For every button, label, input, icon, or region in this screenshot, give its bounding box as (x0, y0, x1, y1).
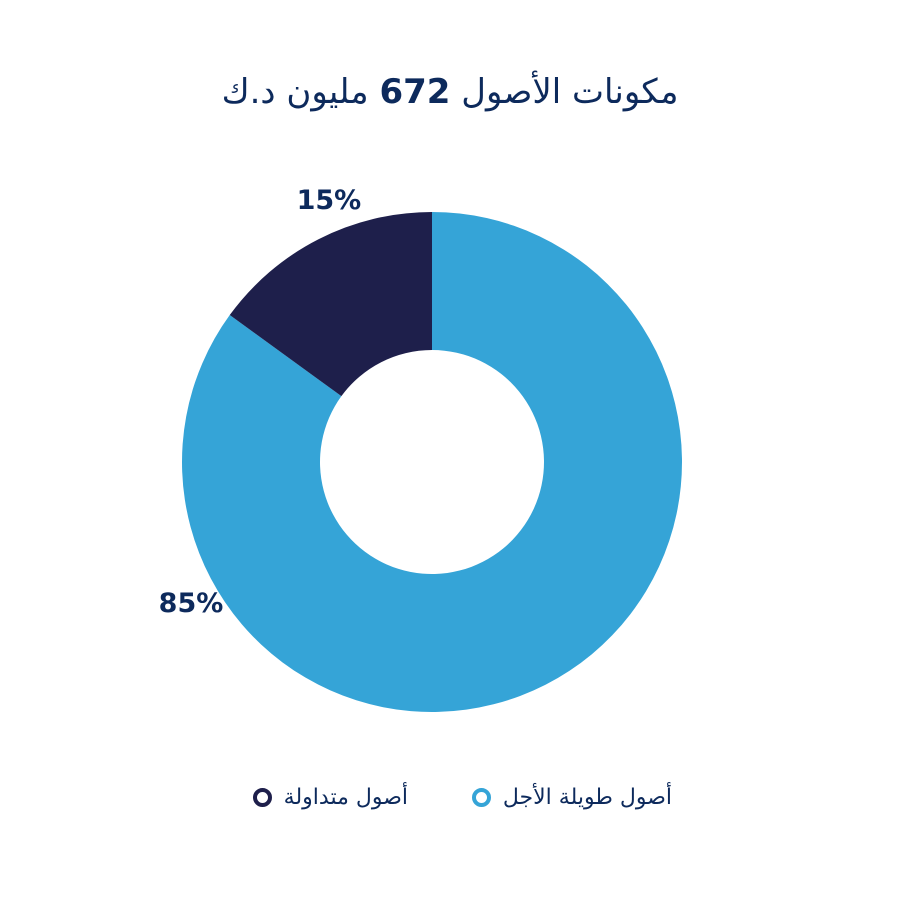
title-value: 672 (379, 72, 451, 112)
chart-title: مكونات الأصول 672 مليون د.ك (0, 72, 900, 112)
title-prefix: مكونات الأصول (461, 72, 679, 112)
slice-labels: 85% 15% (159, 185, 362, 619)
label-current: 15% (297, 185, 362, 216)
title-suffix: مليون د.ك (221, 72, 369, 112)
legend-item-long-term: أصول طويلة الأجل (471, 785, 672, 810)
legend: أصول طويلة الأجل أصول متداولة (0, 785, 900, 817)
legend-marker-current (252, 788, 272, 807)
legend-label-long-term: أصول طويلة الأجل (502, 785, 672, 810)
slice-long-term (181, 212, 682, 712)
donut-slices (181, 212, 682, 712)
label-long-term: 85% (159, 588, 224, 619)
legend-label-current: أصول متداولة (283, 785, 408, 810)
legend-item-current: أصول متداولة (252, 785, 408, 810)
legend-marker-long-term (471, 788, 491, 807)
slice-current (229, 212, 432, 397)
